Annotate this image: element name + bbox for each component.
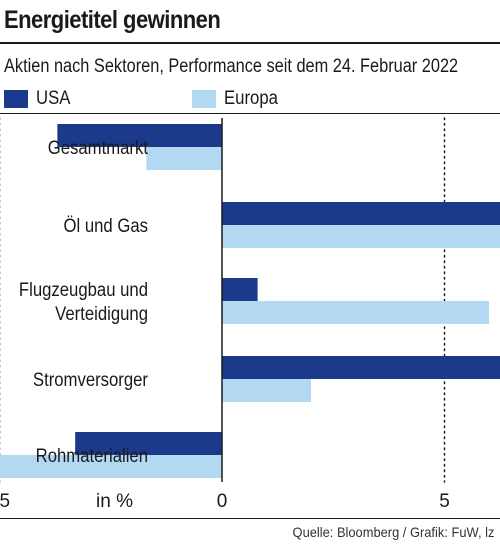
category-label-0: Gesamtmarkt <box>48 137 148 158</box>
legend-rule <box>0 113 500 114</box>
x-tick-label-5: 5 <box>439 491 450 512</box>
x-tick-label-0: 0 <box>217 491 228 512</box>
category-label-2: Flugzeugbau und Verteidigung <box>19 279 148 324</box>
category-label-4: Rohmaterialien <box>36 445 148 466</box>
bar-europa-2 <box>222 301 489 324</box>
legend-swatch-europa <box>192 90 216 108</box>
source-note: Quelle: Bloomberg / Grafik: FuW, lz <box>292 524 494 540</box>
category-label-1: Öl und Gas <box>64 215 149 236</box>
x-tick-label--5: –5 <box>0 491 10 512</box>
legend-label-usa: USA <box>36 88 71 109</box>
chart-subtitle: Aktien nach Sektoren, Performance seit d… <box>4 56 459 77</box>
bar-europa-4 <box>0 455 222 478</box>
title-rule <box>0 42 500 44</box>
bar-usa-4 <box>75 432 223 455</box>
bar-usa-0 <box>57 124 222 147</box>
chart-title: Energietitel gewinnen <box>4 6 221 34</box>
bar-usa-1 <box>222 202 500 225</box>
legend-swatch-usa <box>4 90 28 108</box>
bar-europa-1 <box>222 225 500 248</box>
legend-item-usa: USA <box>4 88 75 110</box>
footer-rule <box>0 518 500 519</box>
category-label-3: Stromversorger <box>33 369 148 390</box>
legend-item-europa: Europa <box>192 88 285 110</box>
bar-chart: Gesamtmarkt Öl und Gas Flugzeugbau und Vert… <box>0 117 500 512</box>
legend-label-europa: Europa <box>224 88 278 109</box>
x-axis-unit-label: in % <box>96 491 133 512</box>
bar-europa-0 <box>146 147 222 170</box>
bar-europa-3 <box>222 379 311 402</box>
bar-usa-2 <box>222 278 258 301</box>
bar-usa-3 <box>222 356 500 379</box>
